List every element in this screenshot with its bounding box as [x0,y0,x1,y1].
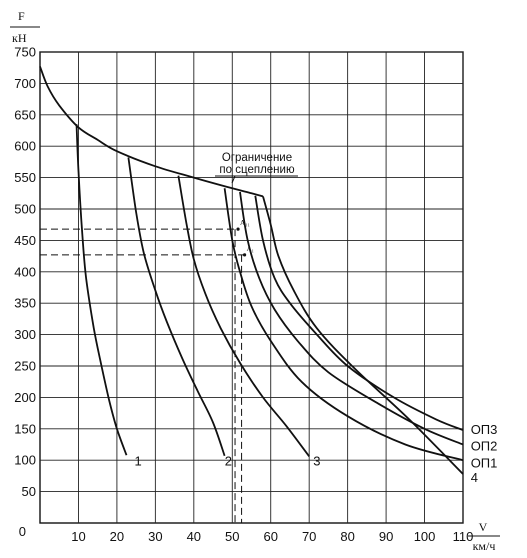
y-tick-label: 750 [14,45,36,60]
annotation-line2: по сцеплению [219,164,295,176]
series-3 [177,175,310,457]
series-ОП2 [239,191,464,446]
x-tick-label: 100 [414,529,436,544]
y-tick-label: 50 [22,484,36,499]
origin-label: 0 [19,524,26,539]
y-tick-label: 650 [14,107,36,122]
x-tick-label: 10 [71,529,85,544]
curve-label: ОП3 [471,422,498,437]
x-tick-label: 110 [453,529,474,544]
curves [39,66,464,475]
y-tick-label: 150 [14,421,36,436]
x-tick-label: 70 [302,529,316,544]
annotation-line1: Ограничение [222,152,292,164]
curve-label: 3 [313,453,320,468]
y-tick-label: 100 [14,453,36,468]
curve-label: ОП2 [471,438,498,453]
y-tick-label: 600 [14,139,36,154]
curve-label: 2 [225,453,232,468]
point-label: A₁ [247,245,255,253]
axes: F кН V км/ч 0 [10,9,500,553]
operating-point [236,227,240,231]
series-1 [75,124,128,456]
series-ОП1 [223,188,464,462]
series-2 [127,157,226,457]
y-tick-label: 450 [14,233,36,248]
x-tick-label: 80 [340,529,354,544]
point-label: A₁₁ [240,219,250,227]
plot-frame [39,51,464,524]
annotation-leader [231,175,236,184]
curve-label: 4 [471,470,478,485]
x-tick-label: 50 [225,529,239,544]
curve-label: 1 [134,453,141,468]
y-tick-label: 350 [14,296,36,311]
x-tick-label: 30 [148,529,162,544]
y-tick-label: 200 [14,390,36,405]
x-tick-label: 60 [263,529,277,544]
y-tick-label: 250 [14,359,36,374]
y-axis-label: F [18,9,25,23]
y-tick-label: 700 [14,76,36,91]
grid: 10 20 30 40 50 60 70 80 90 100 1105010015020025030… [14,45,473,545]
series-ОП3 [254,195,464,431]
series-limit [39,66,264,198]
x-axis-unit: км/ч [473,539,496,553]
y-axis-unit: кН [12,31,27,45]
curve-label: ОП1 [471,455,498,470]
x-axis-label: V [479,520,488,534]
y-tick-label: 500 [14,202,36,217]
x-tick-label: 20 [110,529,124,544]
x-tick-label: 90 [379,529,393,544]
x-tick-label: 40 [187,529,201,544]
y-tick-label: 300 [14,327,36,342]
y-tick-label: 400 [14,264,36,279]
series-4 [262,196,464,475]
operating-point [242,253,247,257]
y-tick-label: 550 [14,170,36,185]
